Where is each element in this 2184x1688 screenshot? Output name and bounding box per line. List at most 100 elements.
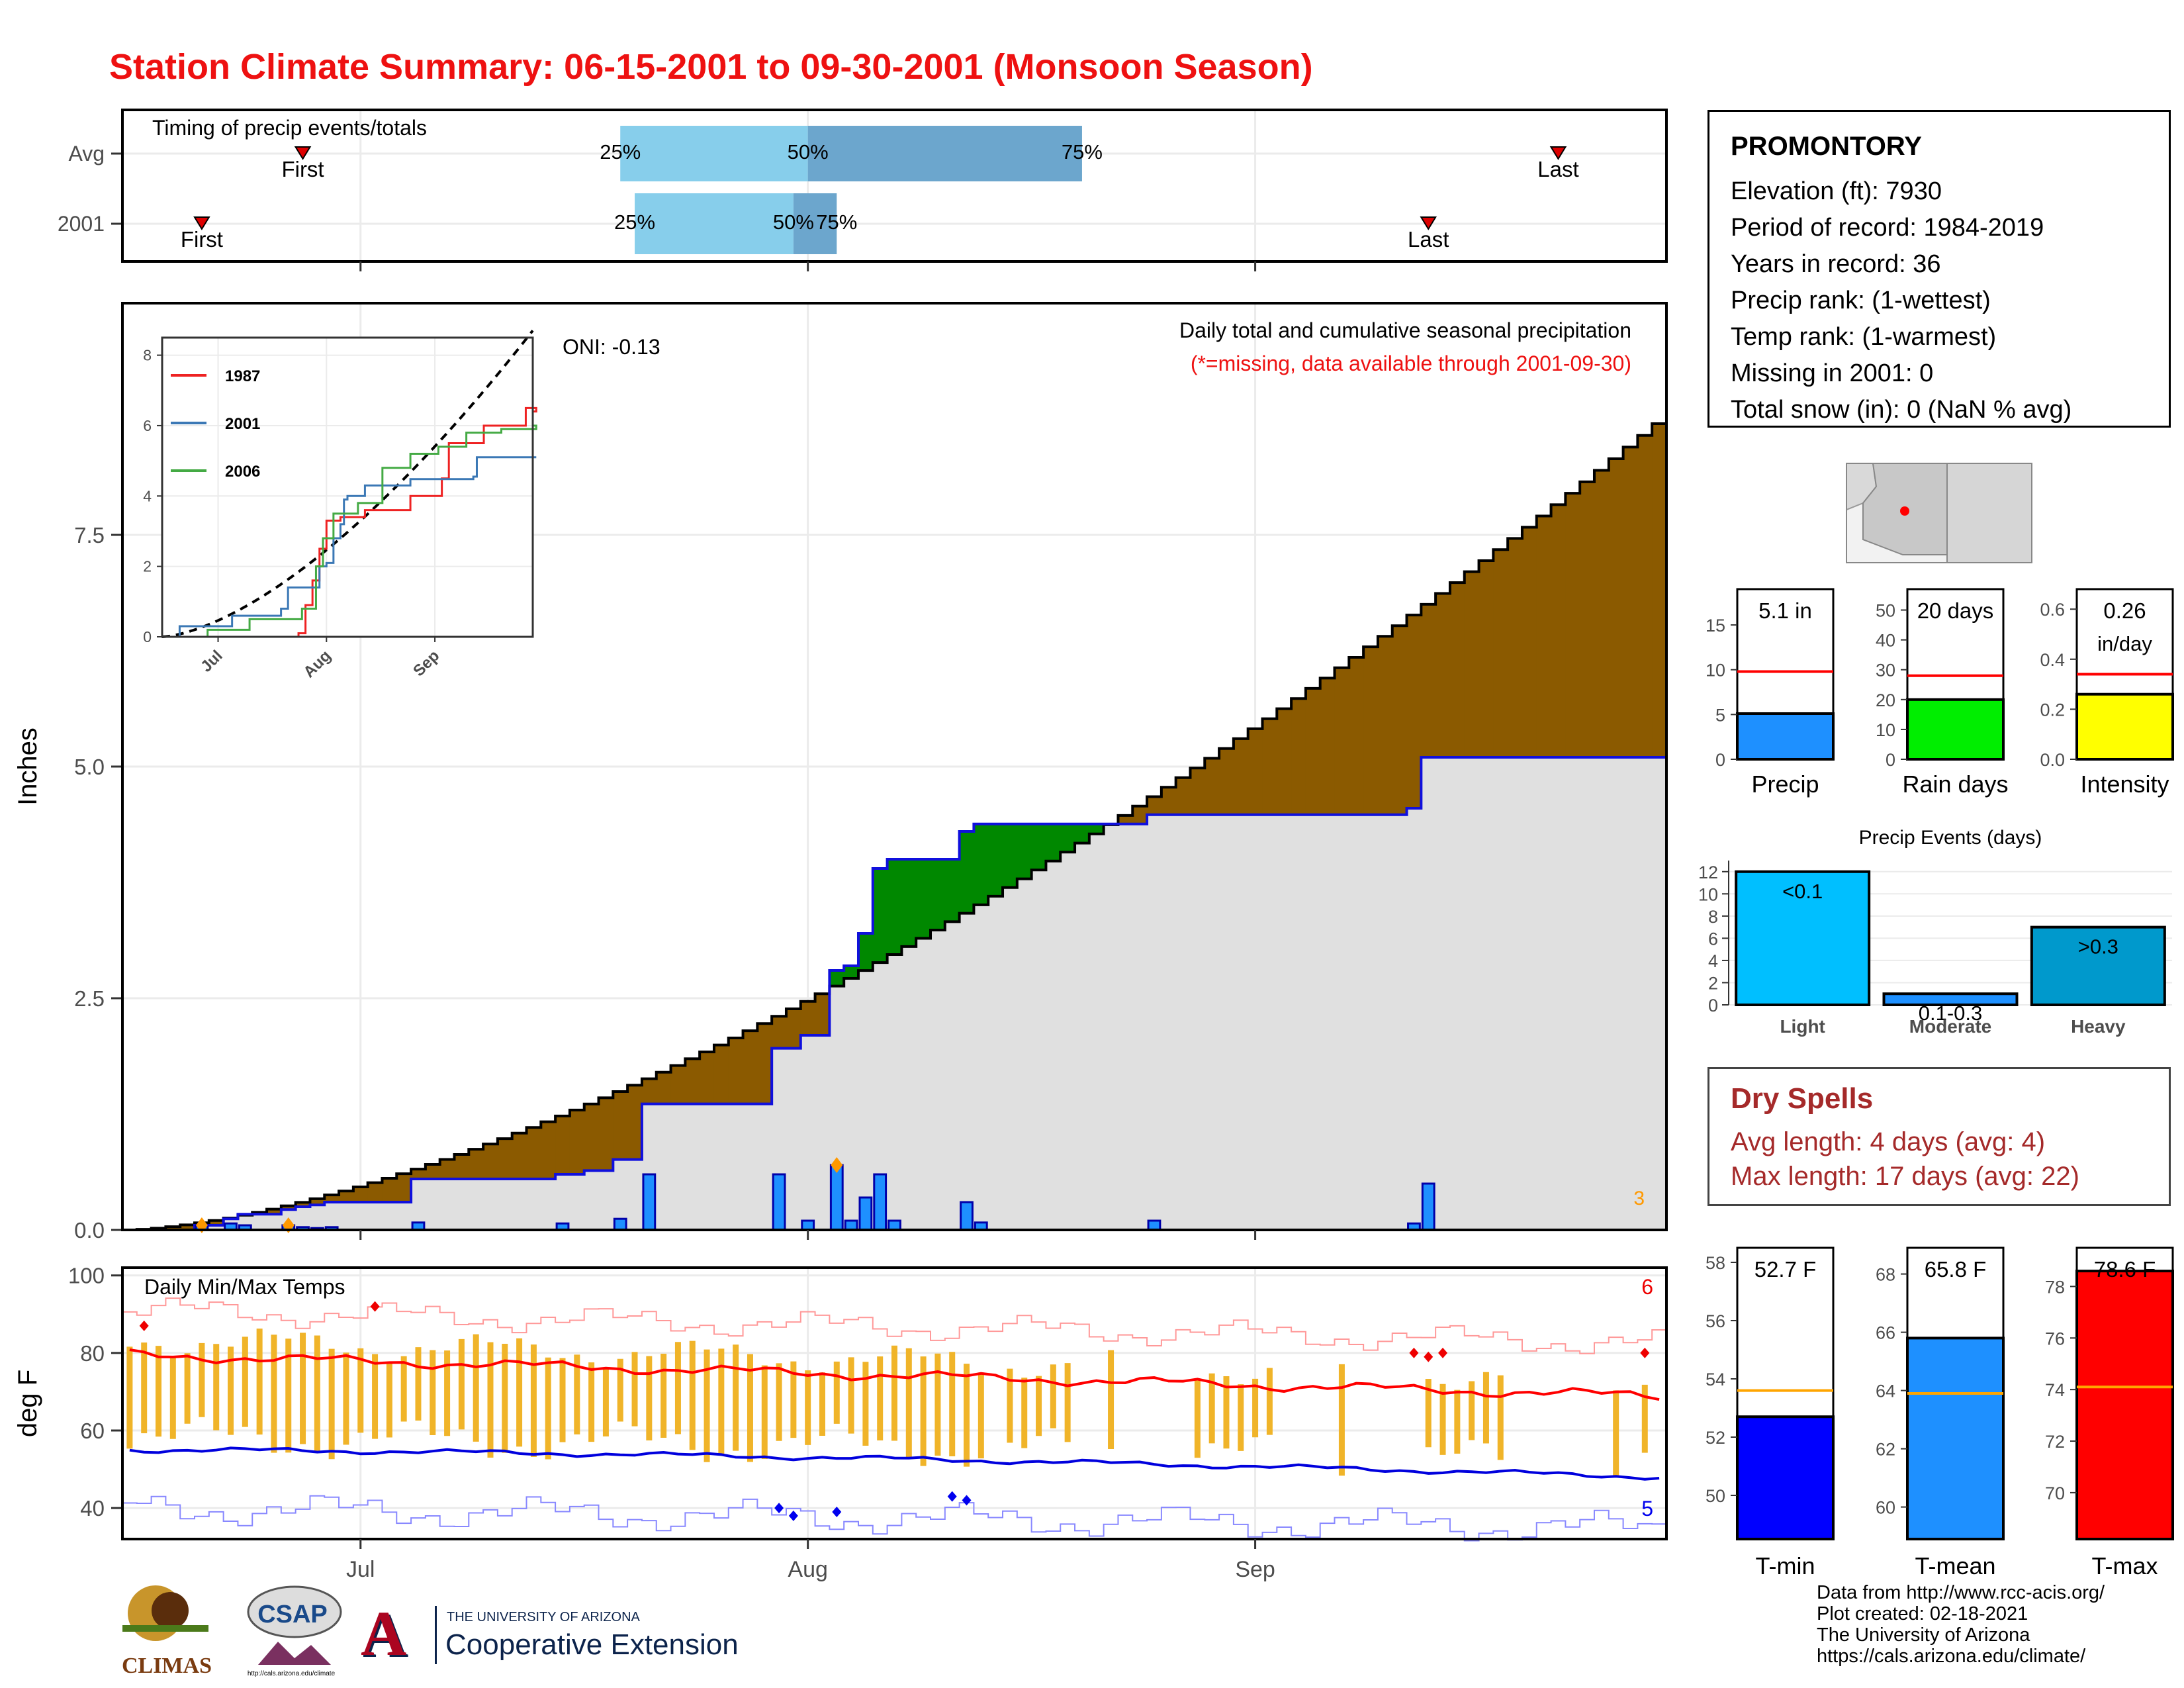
daily-precip-bar <box>1147 1219 1161 1231</box>
avg-deficit-area <box>1580 481 1595 757</box>
small-panel-axis-label: Precip <box>1751 771 1819 798</box>
inset-series-line-2001 <box>162 456 537 638</box>
page-title: Station Climate Summary: 06-15-2001 to 0… <box>109 47 1313 87</box>
daily-precip-bar <box>1421 1182 1435 1231</box>
avg-deficit-area <box>1493 549 1508 757</box>
temp-y-tick-label: 40 <box>80 1496 105 1521</box>
temp-y-tick-label: 100 <box>68 1264 105 1288</box>
avg-deficit-area <box>1536 516 1552 757</box>
oni-value: ONI: -0.13 <box>563 335 660 359</box>
record-high-marker <box>1409 1347 1419 1358</box>
timing-first-marker <box>294 146 312 160</box>
current-surplus-area <box>901 859 917 947</box>
current-surplus-area <box>844 966 859 978</box>
station-snow: Total snow (in): 0 (NaN % avg) <box>1731 396 2072 424</box>
avg-deficit-area <box>656 1072 672 1104</box>
current-surplus-area <box>887 859 903 955</box>
inset-climatology-line <box>161 330 534 638</box>
small-panel-y-tick-label: 0 <box>1715 750 1725 770</box>
small-panel-y-tick-label: 40 <box>1876 631 1895 651</box>
avg-deficit-area <box>1205 758 1220 815</box>
station-elevation: Elevation (ft): 7930 <box>1731 177 1942 205</box>
avg-deficit-area <box>267 1209 282 1215</box>
avg-deficit-area <box>411 1169 426 1179</box>
avg-deficit-area <box>1551 504 1566 757</box>
timing-label-last: Last <box>1537 157 1578 181</box>
avg-deficit-area <box>1147 796 1162 815</box>
current-surplus-area <box>1046 823 1061 861</box>
station-period: Period of record: 1984-2019 <box>1731 214 2044 242</box>
record-high-marker <box>370 1301 380 1312</box>
dry-spells-title: Dry Spells <box>1731 1082 1874 1115</box>
daily-precip-bar <box>801 1219 815 1231</box>
record-high-count: 6 <box>1641 1275 1653 1299</box>
avg-deficit-area <box>1175 777 1191 815</box>
small-panel-y-tick-label: 52 <box>1706 1428 1725 1448</box>
avg-deficit-area <box>1435 593 1451 757</box>
footer-plot-created: Plot created: 02-18-2021 <box>1817 1603 2028 1624</box>
month-axis-label: Jul <box>346 1557 375 1582</box>
avg-deficit-area <box>469 1149 484 1179</box>
avg-deficit-area <box>1132 806 1148 824</box>
tmax-avg-line <box>129 1348 1660 1401</box>
precip-events-bar-label: 0.1-0.3 <box>1919 1002 1983 1025</box>
precip-events-y-tick-label: 6 <box>1708 929 1718 949</box>
precip-events-bar-label: <0.1 <box>1782 880 1823 903</box>
avg-deficit-area <box>165 1227 181 1230</box>
precip-events-y-tick-label: 2 <box>1708 973 1718 993</box>
timing-panel-border <box>121 109 1668 263</box>
precip-events-bar-moderate <box>1882 992 2019 1006</box>
timing-last-marker <box>1420 216 1437 230</box>
avg-deficit-area <box>1637 435 1653 757</box>
precip-y-tick-label: 5.0 <box>74 755 105 779</box>
avg-deficit-area <box>1652 424 1667 757</box>
missing-count: 3 <box>1633 1188 1645 1209</box>
precip-events-bar-label: >0.3 <box>2078 935 2118 959</box>
precip-events-bar-light <box>1735 870 1871 1007</box>
record-high-marker <box>1640 1347 1650 1358</box>
avg-deficit-area <box>728 1037 744 1104</box>
daily-precip-bar <box>642 1173 657 1231</box>
small-panel-y-tick-label: 0.2 <box>2040 700 2065 720</box>
temp-y-tick-label: 60 <box>80 1419 105 1443</box>
inset-legend-label: 1987 <box>225 367 260 385</box>
small-panel-y-tick-label: 50 <box>1876 601 1895 621</box>
avg-deficit-area <box>743 1031 758 1104</box>
avg-deficit-area <box>295 1202 311 1207</box>
record-low-envelope <box>122 1495 1666 1542</box>
small-panel-value-bar <box>2075 1270 2174 1540</box>
avg-deficit-area <box>1363 647 1379 815</box>
inset-y-tick-label: 0 <box>143 628 152 645</box>
precip-events-category: Light <box>1780 1016 1825 1037</box>
record-low-marker <box>832 1507 842 1517</box>
small-panel-y-tick-label: 74 <box>2045 1380 2065 1400</box>
small-panel-value-label: 0.26 <box>2103 598 2146 623</box>
ua-divider <box>435 1606 437 1664</box>
avg-deficit-area <box>324 1195 340 1202</box>
small-panel-y-tick-label: 72 <box>2045 1432 2065 1452</box>
small-panel-value-label: 20 days <box>1917 598 1994 623</box>
station-missing: Missing in 2001: 0 <box>1731 359 1934 387</box>
ua-cooperative-extension-logo: A THE UNIVERSITY OF ARIZONA Cooperative … <box>361 1602 745 1668</box>
avg-deficit-area <box>541 1121 556 1179</box>
avg-deficit-area <box>512 1133 527 1179</box>
current-surplus-area <box>1017 823 1032 879</box>
station-precip-rank: Precip rank: (1-wettest) <box>1731 287 1991 314</box>
timing-label-75: 75% <box>1062 140 1103 164</box>
precip-panel-border <box>121 302 1668 1231</box>
inset-y-tick-label: 4 <box>143 487 152 504</box>
record-low-marker <box>962 1495 972 1506</box>
avg-deficit-area <box>1291 698 1306 815</box>
small-panel-y-tick-label: 64 <box>1876 1382 1895 1401</box>
avg-deficit-area <box>1608 459 1624 757</box>
small-panel-value-bar <box>1736 712 1835 761</box>
avg-deficit-area <box>382 1178 397 1202</box>
avg-deficit-area <box>396 1174 412 1202</box>
avg-deficit-area <box>1219 748 1234 815</box>
tmin-avg-line <box>129 1446 1660 1481</box>
inset-legend-label: 2001 <box>225 415 260 433</box>
small-panel-value-bar <box>1736 1415 1835 1540</box>
current-surplus-area <box>829 970 844 986</box>
small-panel-y-tick-label: 56 <box>1706 1311 1725 1331</box>
current-cumulative-line <box>122 756 1666 1231</box>
